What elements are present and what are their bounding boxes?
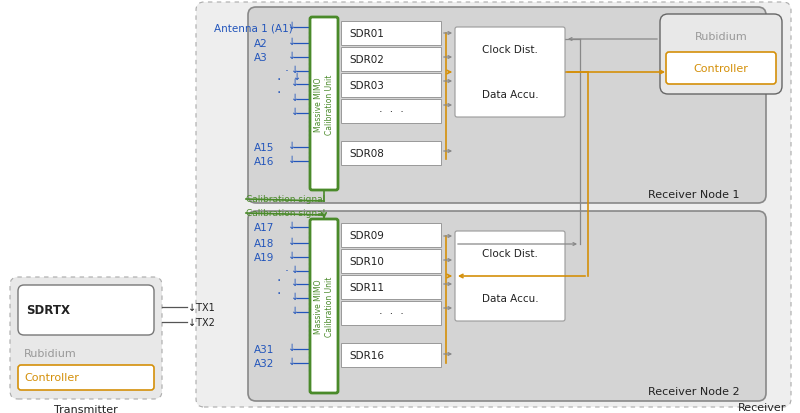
Text: Clock Dist.: Clock Dist.: [482, 45, 538, 55]
Bar: [341, 223, 441, 247]
Text: Transmitter: Transmitter: [54, 404, 118, 413]
Text: Data Accu.: Data Accu.: [482, 293, 538, 303]
FancyBboxPatch shape: [18, 285, 154, 335]
Text: SDR08: SDR08: [349, 149, 384, 159]
Text: A2: A2: [254, 39, 268, 49]
FancyBboxPatch shape: [248, 211, 766, 401]
Text: ·  ·  ·: · · ·: [378, 107, 403, 117]
FancyBboxPatch shape: [455, 28, 565, 118]
Text: ·: ·: [285, 65, 289, 78]
Text: Massive MIMO
Calibration Unit: Massive MIMO Calibration Unit: [314, 74, 334, 134]
Text: ↓: ↓: [291, 305, 299, 315]
Text: A18: A18: [254, 238, 274, 248]
Text: ↓: ↓: [288, 154, 296, 165]
Bar: [341, 74, 441, 98]
Text: ↓: ↓: [291, 107, 299, 117]
Bar: [341, 22, 441, 46]
Text: A16: A16: [254, 157, 274, 166]
Text: ·  ·  ·: · · ·: [378, 308, 403, 318]
FancyBboxPatch shape: [310, 18, 338, 190]
FancyBboxPatch shape: [196, 3, 791, 407]
Text: SDR10: SDR10: [349, 256, 384, 266]
Text: ·: ·: [285, 265, 289, 278]
FancyBboxPatch shape: [310, 219, 338, 393]
Text: Controller: Controller: [24, 372, 79, 382]
Text: A17: A17: [254, 223, 274, 233]
Text: Controller: Controller: [694, 64, 749, 74]
Text: ↓: ↓: [291, 78, 299, 88]
Text: ·: ·: [277, 286, 281, 300]
Text: ·: ·: [277, 86, 281, 100]
Text: Data Accu.: Data Accu.: [482, 90, 538, 100]
Text: A15: A15: [254, 142, 274, 153]
Text: ↓: ↓: [288, 37, 296, 47]
Text: Receiver Node 2: Receiver Node 2: [648, 386, 740, 396]
Text: ↓: ↓: [288, 51, 296, 61]
Text: SDR11: SDR11: [349, 282, 384, 292]
Text: ↓TX1: ↓TX1: [188, 302, 214, 312]
Text: ↓: ↓: [291, 277, 299, 287]
Text: ↓: ↓: [291, 65, 299, 75]
Bar: [341, 275, 441, 299]
Text: Receiver Node 1: Receiver Node 1: [649, 190, 740, 199]
FancyBboxPatch shape: [248, 8, 766, 204]
Text: ·: ·: [277, 73, 281, 87]
Text: ↓: ↓: [291, 291, 299, 301]
Text: ↓: ↓: [288, 236, 296, 247]
FancyBboxPatch shape: [660, 15, 782, 95]
Text: Rubidium: Rubidium: [694, 32, 747, 42]
Text: ↓: ↓: [288, 221, 296, 230]
Text: A3: A3: [254, 53, 268, 63]
Text: A32: A32: [254, 358, 274, 368]
Text: SDRTX: SDRTX: [26, 304, 70, 317]
Text: A31: A31: [254, 344, 274, 354]
Bar: [341, 100, 441, 124]
Text: ↓: ↓: [291, 264, 299, 274]
Text: SDR16: SDR16: [349, 350, 384, 360]
FancyBboxPatch shape: [666, 53, 776, 85]
Text: ↓: ↓: [288, 250, 296, 260]
Text: Rubidium: Rubidium: [24, 348, 77, 358]
Text: SDR01: SDR01: [349, 29, 384, 39]
Text: ·: ·: [277, 273, 281, 287]
Text: Calibration signal: Calibration signal: [246, 195, 326, 204]
Text: Clock Dist.: Clock Dist.: [482, 248, 538, 259]
Bar: [341, 343, 441, 367]
Text: Massive MIMO
Calibration Unit: Massive MIMO Calibration Unit: [314, 276, 334, 336]
Text: ↓: ↓: [291, 93, 299, 103]
Bar: [341, 48, 441, 72]
Text: ↓: ↓: [288, 141, 296, 151]
Text: ↓: ↓: [288, 21, 296, 31]
Text: Receiver: Receiver: [738, 402, 786, 412]
Text: ↓: ↓: [293, 72, 301, 82]
Text: Calibration signal: Calibration signal: [246, 209, 326, 218]
Text: SDR02: SDR02: [349, 55, 384, 65]
FancyBboxPatch shape: [10, 277, 162, 399]
Bar: [341, 142, 441, 166]
Text: SDR09: SDR09: [349, 230, 384, 240]
Text: ↓: ↓: [288, 342, 296, 352]
Bar: [341, 249, 441, 273]
Text: SDR03: SDR03: [349, 81, 384, 91]
Text: ↓TX2: ↓TX2: [188, 317, 215, 327]
Text: Antenna 1 (A1): Antenna 1 (A1): [214, 23, 293, 33]
Bar: [341, 301, 441, 325]
Text: ↓: ↓: [288, 356, 296, 366]
FancyBboxPatch shape: [18, 365, 154, 390]
Text: A19: A19: [254, 252, 274, 262]
FancyBboxPatch shape: [455, 231, 565, 321]
